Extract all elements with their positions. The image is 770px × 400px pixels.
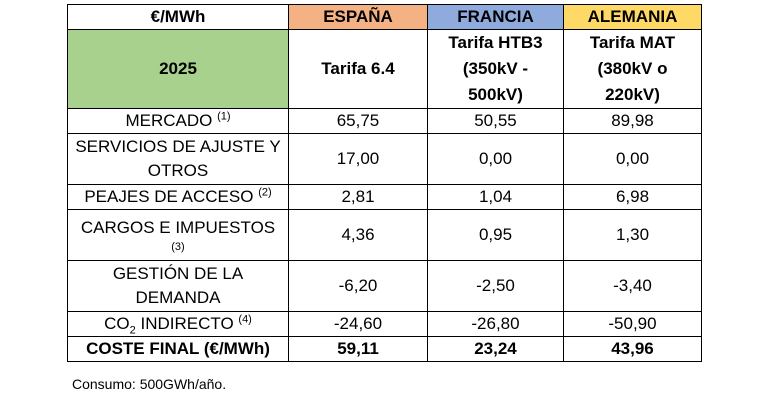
row-label-co2: CO2 INDIRECTO (4) [67, 311, 289, 337]
table-row-co2: CO2 INDIRECTO (4) -24,60 -26,80 -50,90 [67, 311, 702, 337]
footnote-ref-1: (1) [217, 110, 231, 123]
value-francia-servicios: 0,00 [427, 133, 564, 185]
table-row-peajes: PEAJES DE ACCESO (2) 2,81 1,04 6,98 [67, 184, 702, 210]
row-label-cargos: CARGOS E IMPUESTOS (3) [67, 209, 289, 261]
value-alemania-servicios: 0,00 [563, 133, 702, 185]
value-espana-co2: -24,60 [288, 311, 428, 337]
value-francia-gestion: -2,50 [427, 260, 564, 312]
value-espana-mercado: 65,75 [288, 108, 428, 134]
row-label-peajes: PEAJES DE ACCESO (2) [67, 184, 289, 210]
table-row-cargos: CARGOS E IMPUESTOS (3) 4,36 0,95 1,30 [67, 209, 702, 261]
tariff-francia-line-3: 500kV) [468, 85, 523, 104]
value-alemania-mercado: 89,98 [563, 108, 702, 134]
tariff-francia-line-2: (350kV - [462, 59, 529, 78]
tariff-francia-line-1: Tarifa HTB3 [448, 33, 543, 52]
country-header-row: €/MWh ESPAÑA FRANCIA ALEMANIA [67, 4, 702, 30]
value-francia-cargos: 0,95 [427, 209, 564, 261]
tariff-francia: Tarifa HTB3 (350kV - 500kV) [427, 29, 564, 109]
tariff-row: 2025 Tarifa 6.4 Tarifa HTB3 (350kV - 500… [67, 29, 702, 109]
value-alemania-cargos: 1,30 [563, 209, 702, 261]
row-label-mercado: MERCADO (1) [67, 108, 289, 134]
value-francia-co2: -26,80 [427, 311, 564, 337]
tariff-alemania: Tarifa MAT (380kV o 220kV) [563, 29, 702, 109]
value-espana-peajes: 2,81 [288, 184, 428, 210]
country-header-espana: ESPAÑA [288, 4, 428, 30]
row-label-co2-post: INDIRECTO [135, 314, 234, 333]
row-label-servicios-ajuste: SERVICIOS DE AJUSTE Y OTROS [67, 133, 289, 185]
value-espana-gestion: -6,20 [288, 260, 428, 312]
row-label-cargos-text: CARGOS E IMPUESTOS [80, 218, 276, 237]
consumption-footnote: Consumo: 500GWh/año. [72, 376, 227, 392]
value-alemania-co2: -50,90 [563, 311, 702, 337]
table-row-gestion-demanda: GESTIÓN DE LA DEMANDA -6,20 -2,50 -3,40 [67, 260, 702, 312]
footnote-ref-2: (2) [258, 186, 272, 199]
tariff-alemania-line-2: (380kV o [597, 59, 668, 78]
row-label-servicios-line-1: SERVICIOS DE AJUSTE Y [75, 137, 281, 156]
row-label-mercado-text: MERCADO [125, 111, 213, 130]
table-row-mercado: MERCADO (1) 65,75 50,55 89,98 [67, 108, 702, 134]
tariff-espana-line-1: Tarifa 6.4 [321, 59, 395, 78]
row-label-servicios-line-2: OTROS [147, 161, 209, 180]
row-label-gestion-line-1: GESTIÓN DE LA [112, 264, 244, 283]
row-label-gestion-demanda: GESTIÓN DE LA DEMANDA [67, 260, 289, 312]
table-row-coste-final: COSTE FINAL (€/MWh) 59,11 23,24 43,96 [67, 336, 702, 362]
total-francia: 23,24 [427, 336, 564, 362]
cost-comparison-table: €/MWh ESPAÑA FRANCIA ALEMANIA 2025 Tarif… [67, 4, 702, 362]
row-label-coste-final: COSTE FINAL (€/MWh) [67, 336, 289, 362]
tariff-espana: Tarifa 6.4 [288, 29, 428, 109]
row-label-co2-pre: CO [104, 314, 130, 333]
row-label-gestion-line-2: DEMANDA [135, 288, 221, 307]
value-espana-cargos: 4,36 [288, 209, 428, 261]
value-francia-mercado: 50,55 [427, 108, 564, 134]
tariff-alemania-line-1: Tarifa MAT [589, 33, 676, 52]
footnote-ref-3: (3) [171, 241, 185, 253]
country-header-francia: FRANCIA [427, 4, 564, 30]
country-header-alemania: ALEMANIA [563, 4, 702, 30]
footnote-ref-4: (4) [238, 313, 252, 326]
tariff-alemania-line-3: 220kV) [605, 85, 660, 104]
value-francia-peajes: 1,04 [427, 184, 564, 210]
value-alemania-gestion: -3,40 [563, 260, 702, 312]
total-espana: 59,11 [288, 336, 428, 362]
value-alemania-peajes: 6,98 [563, 184, 702, 210]
table-row-servicios-ajuste: SERVICIOS DE AJUSTE Y OTROS 17,00 0,00 0… [67, 133, 702, 185]
total-alemania: 43,96 [563, 336, 702, 362]
row-label-peajes-text: PEAJES DE ACCESO [84, 187, 254, 206]
unit-header-cell: €/MWh [67, 4, 289, 30]
value-espana-servicios: 17,00 [288, 133, 428, 185]
row-label-co2-subscript: 2 [129, 324, 136, 337]
year-cell: 2025 [67, 29, 289, 109]
